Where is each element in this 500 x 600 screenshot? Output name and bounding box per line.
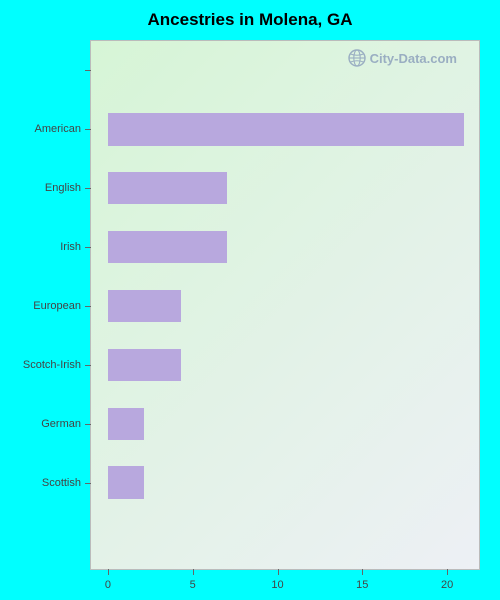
bar <box>108 349 181 381</box>
bar <box>108 172 227 204</box>
y-tick-label: American <box>35 123 81 135</box>
x-tick-label: 0 <box>105 579 111 591</box>
y-tick <box>85 483 91 484</box>
globe-icon <box>348 49 366 67</box>
watermark: City-Data.com <box>348 49 457 67</box>
x-tick-label: 15 <box>356 579 368 591</box>
plot-area: City-Data.com 05101520AmericanEnglishIri… <box>90 40 480 570</box>
bar <box>108 231 227 263</box>
x-tick-label: 20 <box>441 579 453 591</box>
y-tick <box>85 188 91 189</box>
x-tick-label: 10 <box>271 579 283 591</box>
plot-clip: City-Data.com <box>91 41 479 569</box>
chart-title: Ancestries in Molena, GA <box>0 10 500 30</box>
y-tick-label: Scottish <box>42 477 81 489</box>
x-tick-label: 5 <box>190 579 196 591</box>
y-tick <box>85 306 91 307</box>
y-tick <box>85 424 91 425</box>
bar <box>108 466 144 498</box>
y-tick-label: German <box>41 418 81 430</box>
y-tick <box>85 365 91 366</box>
y-tick <box>85 129 91 130</box>
x-tick <box>278 569 279 575</box>
x-tick <box>447 569 448 575</box>
x-tick <box>108 569 109 575</box>
x-tick <box>193 569 194 575</box>
bar <box>108 113 464 145</box>
bar <box>108 290 181 322</box>
y-tick-label: Irish <box>60 241 81 253</box>
y-tick <box>85 247 91 248</box>
bar <box>108 408 144 440</box>
y-tick <box>85 70 91 71</box>
x-tick <box>362 569 363 575</box>
watermark-text: City-Data.com <box>370 51 457 66</box>
plot-background <box>91 41 479 569</box>
y-tick-label: English <box>45 182 81 194</box>
y-tick-label: European <box>33 300 81 312</box>
y-tick-label: Scotch-Irish <box>23 359 81 371</box>
